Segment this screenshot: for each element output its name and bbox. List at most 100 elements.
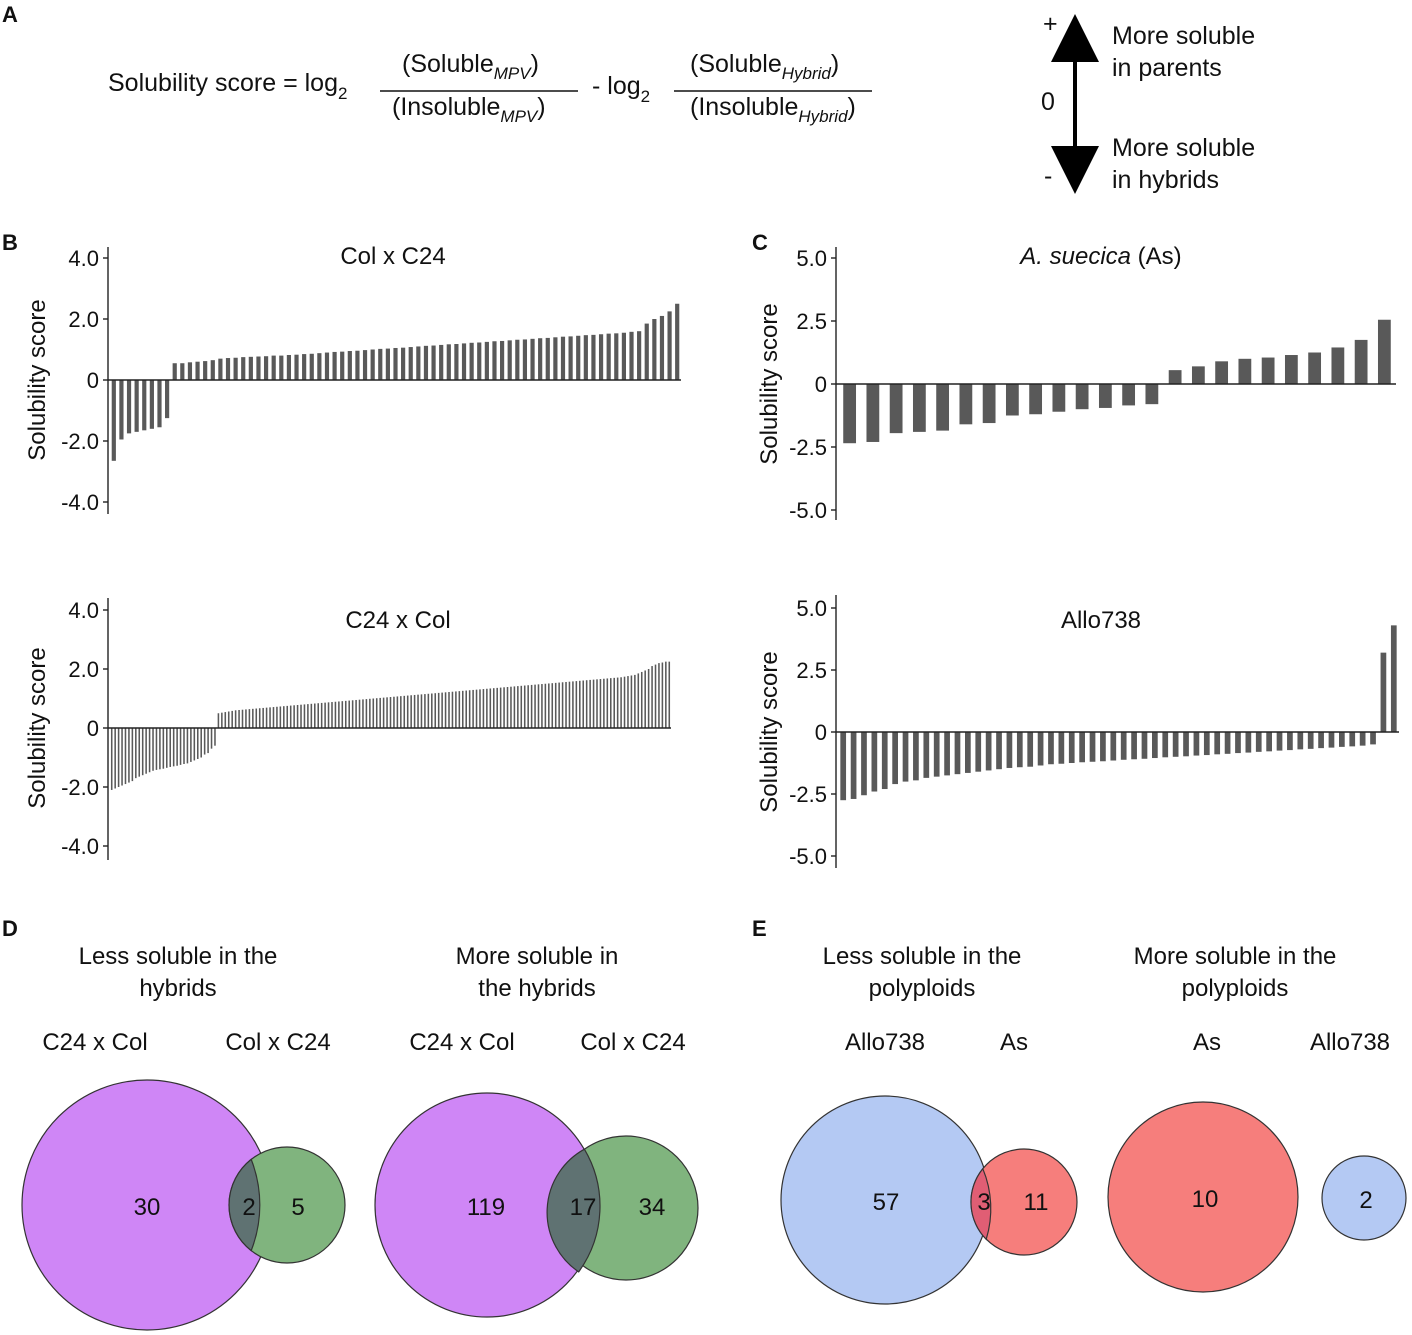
bar xyxy=(591,334,596,380)
bar xyxy=(241,709,244,728)
bar xyxy=(530,684,533,728)
bar xyxy=(276,706,278,728)
bar xyxy=(348,700,350,728)
bar xyxy=(496,687,498,728)
bar xyxy=(159,728,161,770)
bar xyxy=(218,358,223,380)
bar xyxy=(427,693,430,728)
bar xyxy=(217,713,220,728)
bar xyxy=(128,728,130,783)
bar xyxy=(603,678,605,728)
bar xyxy=(1354,339,1368,384)
bar xyxy=(668,661,671,729)
bar xyxy=(652,319,657,380)
bar xyxy=(225,358,231,380)
venn-count-b: 2 xyxy=(1359,1187,1372,1214)
venn-count-overlap: 2 xyxy=(242,1194,255,1221)
bar xyxy=(492,341,497,380)
bar xyxy=(172,363,177,380)
bar xyxy=(157,380,162,428)
bar xyxy=(138,728,141,777)
venn-count-a: 30 xyxy=(134,1194,161,1221)
bar xyxy=(982,384,996,424)
bar xyxy=(111,380,116,461)
bar xyxy=(379,697,381,728)
bar xyxy=(324,702,326,728)
bar xyxy=(527,685,529,728)
bar xyxy=(1193,732,1200,756)
venn-d-more-soluble: More soluble in the hybrids C24 x Col Co… xyxy=(374,943,699,1318)
bar xyxy=(1284,355,1298,384)
bar xyxy=(1287,732,1293,751)
bar xyxy=(152,728,154,771)
legend-up-line1: More soluble xyxy=(1112,22,1255,50)
bar xyxy=(458,691,461,729)
bar xyxy=(283,706,285,728)
bar-chart-a-suecica: A. suecica (As) Solubility score 5.0 2.5 0 -2… xyxy=(756,243,1396,523)
bar xyxy=(408,347,413,380)
bar xyxy=(382,697,385,728)
bar xyxy=(1162,732,1169,758)
bar xyxy=(286,705,289,729)
bar xyxy=(889,384,903,434)
bar xyxy=(585,680,588,728)
bar xyxy=(933,732,940,777)
bar xyxy=(486,688,488,728)
bar xyxy=(110,728,113,790)
bar xyxy=(293,705,295,728)
bar xyxy=(651,666,653,728)
bar xyxy=(370,349,375,380)
bar xyxy=(1100,732,1106,762)
venn-count-b: 5 xyxy=(291,1194,304,1221)
bar xyxy=(296,704,299,728)
y-axis-label: Solubility score xyxy=(24,299,51,460)
bar xyxy=(503,687,505,728)
bar xyxy=(279,355,284,380)
bar xyxy=(1349,732,1356,747)
bar xyxy=(252,708,254,728)
bar xyxy=(1276,732,1283,751)
bar xyxy=(520,685,523,728)
bar xyxy=(565,681,567,728)
bar xyxy=(659,315,665,380)
venn-label-b: As xyxy=(1000,1029,1028,1056)
bar xyxy=(1005,384,1019,416)
bar xyxy=(289,705,292,728)
bar xyxy=(241,357,246,381)
bar xyxy=(462,690,464,728)
bar xyxy=(413,694,416,728)
bar xyxy=(307,704,309,728)
bar xyxy=(389,697,392,728)
bar xyxy=(479,689,481,728)
bar xyxy=(1377,319,1391,384)
bar xyxy=(468,690,471,728)
bar xyxy=(317,353,322,380)
bar xyxy=(375,698,378,728)
bar xyxy=(166,728,168,768)
venn-count-a: 119 xyxy=(467,1194,505,1221)
y-tick-label: 2.5 xyxy=(796,658,827,683)
bar xyxy=(1029,384,1043,415)
y-axis-label: Solubility score xyxy=(756,303,783,464)
bar xyxy=(332,351,337,380)
y-tick-label: -5.0 xyxy=(789,498,827,523)
bar xyxy=(324,352,330,380)
bar xyxy=(1245,732,1252,753)
bar xyxy=(1191,366,1205,384)
panel-letter-b: B xyxy=(2,230,18,255)
bar xyxy=(912,384,926,432)
bar xyxy=(654,664,657,728)
bar xyxy=(472,689,474,728)
bar xyxy=(627,676,629,728)
bar xyxy=(148,728,151,773)
bar xyxy=(451,691,454,728)
bar xyxy=(637,673,640,728)
venn-circle-a xyxy=(1107,1101,1299,1293)
bar xyxy=(534,684,536,728)
bar xyxy=(300,704,302,728)
bar xyxy=(320,702,323,728)
panel-letter-e: E xyxy=(752,916,767,941)
venn-title-line2: the hybrids xyxy=(478,975,595,1002)
bar xyxy=(362,699,364,728)
bar xyxy=(393,696,395,728)
